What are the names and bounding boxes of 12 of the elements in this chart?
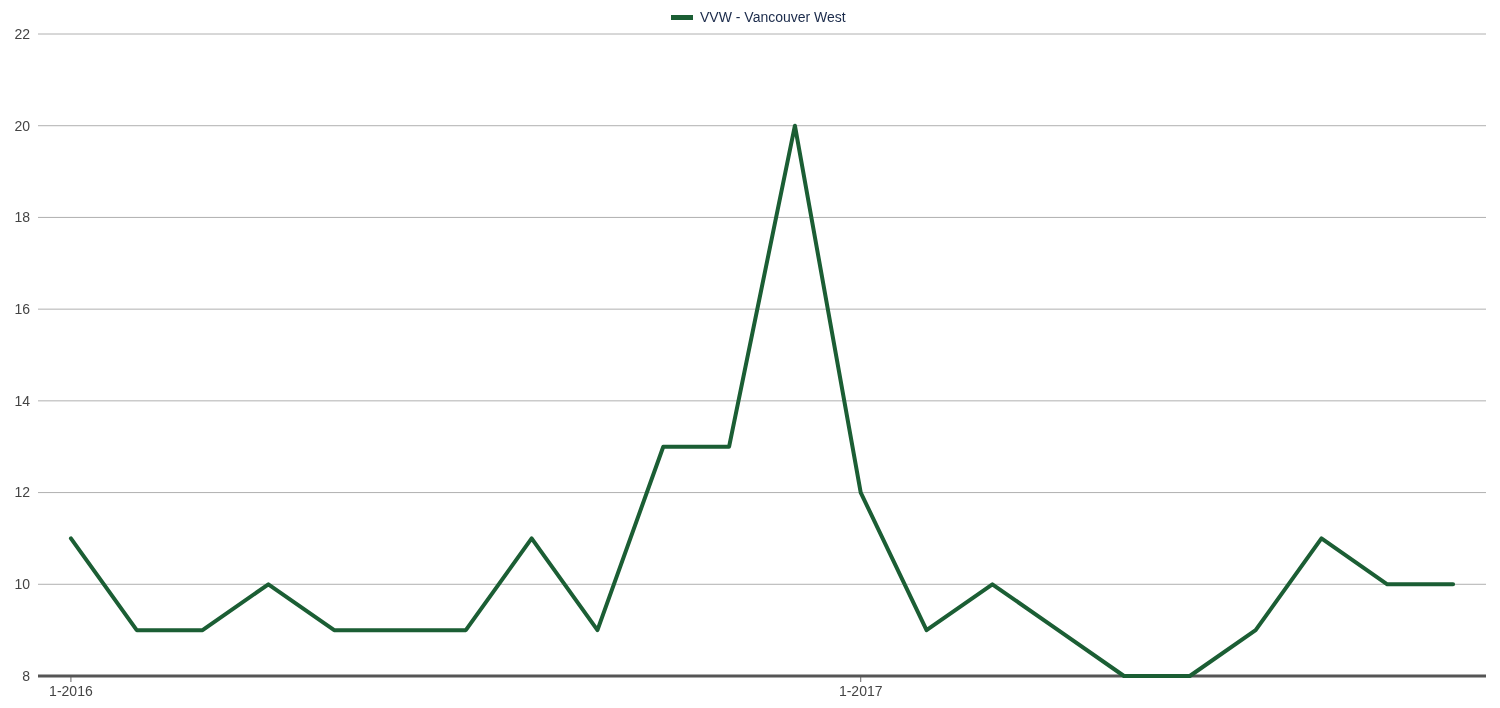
y-tick-label: 8 — [22, 667, 31, 684]
y-tick-label: 22 — [14, 25, 31, 42]
y-tick-label: 16 — [14, 301, 31, 318]
y-tick-label: 14 — [14, 392, 31, 409]
legend-label: VVW - Vancouver West — [700, 9, 846, 25]
y-tick-label: 12 — [14, 484, 31, 501]
y-tick-label: 20 — [14, 117, 31, 134]
x-tick-label: 1-2017 — [838, 683, 883, 699]
y-tick-label: 18 — [14, 209, 31, 226]
line-series — [68, 123, 1456, 678]
y-tick-label: 10 — [14, 576, 31, 593]
x-tick-label: 1-2016 — [49, 683, 93, 699]
